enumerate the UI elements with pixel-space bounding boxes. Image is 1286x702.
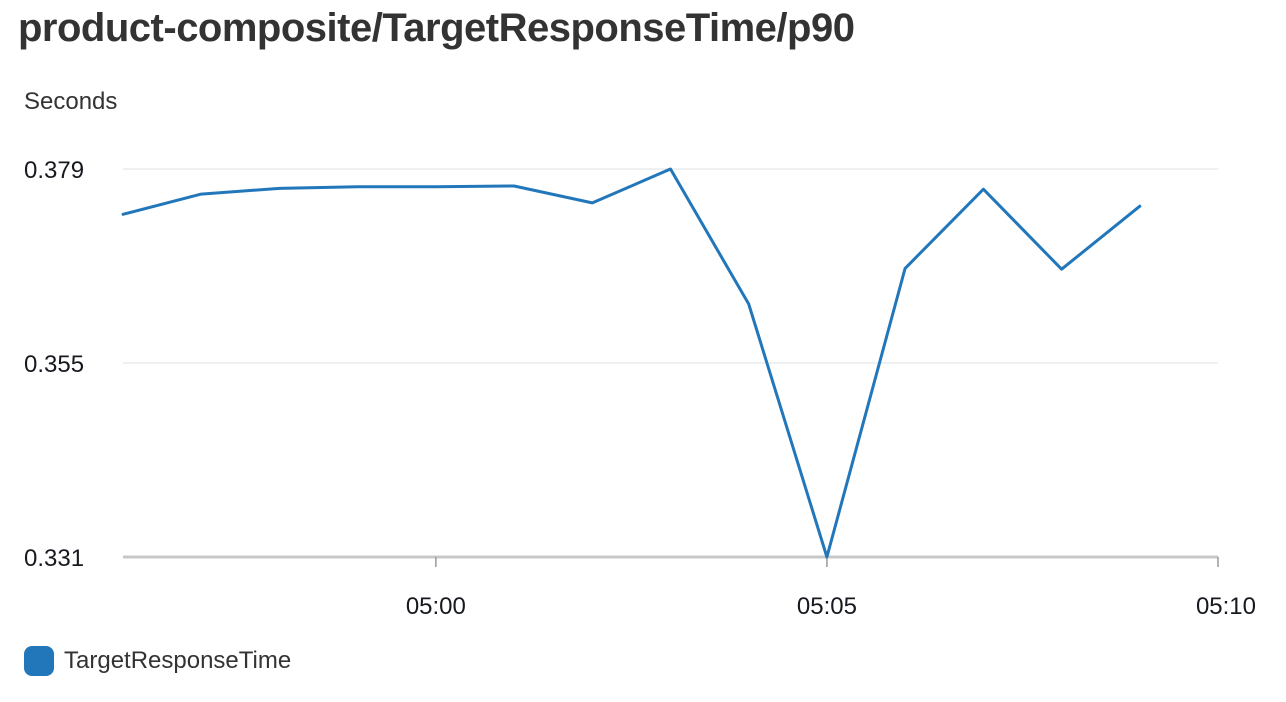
series-layer: [117, 163, 1146, 563]
data-point[interactable]: [117, 208, 129, 220]
y-tick-label: 0.331: [24, 545, 84, 572]
y-tick-label: 0.355: [24, 351, 84, 378]
legend-item-label[interactable]: TargetResponseTime: [64, 647, 292, 674]
data-point[interactable]: [1056, 263, 1068, 275]
data-point[interactable]: [1134, 200, 1146, 212]
data-point[interactable]: [430, 181, 442, 193]
data-point[interactable]: [899, 262, 911, 274]
legend-swatch-icon: [24, 646, 54, 676]
x-tick-label: 05:10: [1196, 593, 1256, 620]
data-point[interactable]: [665, 163, 677, 175]
data-point[interactable]: [586, 197, 598, 209]
grid-lines: [123, 168, 1218, 559]
chart-title: product-composite/TargetResponseTime/p90: [18, 6, 855, 50]
y-tick-label: 0.379: [24, 157, 84, 184]
line-chart: 0.379 0.355 0.331 05:00 05:05 05:10: [24, 157, 1256, 620]
x-tick-label: 05:00: [406, 593, 466, 620]
legend[interactable]: TargetResponseTime: [24, 646, 291, 676]
x-axis-tick-labels: 05:00 05:05 05:10: [406, 593, 1256, 620]
y-axis-tick-labels: 0.379 0.355 0.331: [24, 157, 84, 572]
data-point[interactable]: [821, 551, 833, 563]
data-point[interactable]: [743, 298, 755, 310]
data-point[interactable]: [273, 182, 285, 194]
data-point[interactable]: [977, 183, 989, 195]
y-axis-unit-label: Seconds: [24, 88, 118, 115]
series-line[interactable]: [121, 167, 1142, 559]
data-point[interactable]: [508, 180, 520, 192]
data-point[interactable]: [352, 181, 364, 193]
data-point[interactable]: [195, 188, 207, 200]
x-tick-label: 05:05: [797, 593, 857, 620]
x-axis-ticks: [435, 557, 1219, 567]
